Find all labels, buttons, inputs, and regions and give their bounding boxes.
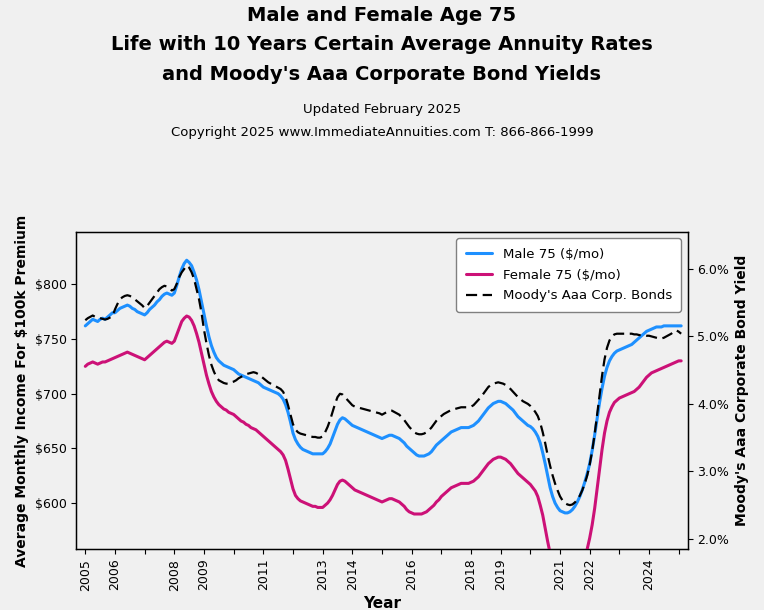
Male 75 ($/mo) — [677, 322, 686, 329]
Line: Male 75 ($/mo): Male 75 ($/mo) — [86, 260, 681, 513]
Female 75 ($/mo) — [560, 580, 569, 587]
Male 75 ($/mo) — [560, 509, 569, 517]
Y-axis label: Average Monthly Income For $100k Premium: Average Monthly Income For $100k Premium — [15, 214, 29, 567]
Male 75 ($/mo) — [392, 434, 401, 441]
Moody's Aaa Corp. Bonds — [400, 417, 409, 424]
Text: Updated February 2025: Updated February 2025 — [303, 102, 461, 116]
Moody's Aaa Corp. Bonds — [81, 317, 90, 324]
Moody's Aaa Corp. Bonds — [182, 262, 191, 269]
Y-axis label: Moody's Aaa Corporate Bond Yield: Moody's Aaa Corporate Bond Yield — [735, 255, 749, 526]
Moody's Aaa Corp. Bonds — [479, 390, 488, 398]
Male 75 ($/mo) — [296, 443, 305, 451]
Moody's Aaa Corp. Bonds — [677, 330, 686, 337]
Female 75 ($/mo) — [479, 467, 488, 474]
Text: Copyright 2025 www.ImmediateAnnuities.com T: 866-866-1999: Copyright 2025 www.ImmediateAnnuities.co… — [170, 126, 594, 139]
Female 75 ($/mo) — [182, 312, 191, 320]
Male 75 ($/mo) — [419, 453, 429, 460]
Moody's Aaa Corp. Bonds — [565, 501, 575, 509]
Female 75 ($/mo) — [400, 503, 409, 510]
Female 75 ($/mo) — [296, 497, 305, 504]
Text: Life with 10 Years Certain Average Annuity Rates: Life with 10 Years Certain Average Annui… — [111, 35, 653, 54]
Male 75 ($/mo) — [479, 411, 488, 418]
Moody's Aaa Corp. Bonds — [296, 430, 305, 437]
Text: Male and Female Age 75: Male and Female Age 75 — [248, 6, 516, 25]
Male 75 ($/mo) — [81, 322, 90, 329]
Male 75 ($/mo) — [400, 439, 409, 447]
Text: and Moody's Aaa Corporate Bond Yields: and Moody's Aaa Corporate Bond Yields — [163, 65, 601, 84]
Male 75 ($/mo) — [182, 257, 191, 264]
Moody's Aaa Corp. Bonds — [419, 430, 429, 437]
Line: Moody's Aaa Corp. Bonds: Moody's Aaa Corp. Bonds — [86, 265, 681, 505]
Female 75 ($/mo) — [81, 363, 90, 370]
Moody's Aaa Corp. Bonds — [392, 410, 401, 417]
Moody's Aaa Corp. Bonds — [101, 316, 110, 323]
Female 75 ($/mo) — [677, 357, 686, 365]
Legend: Male 75 ($/mo), Female 75 ($/mo), Moody's Aaa Corp. Bonds: Male 75 ($/mo), Female 75 ($/mo), Moody'… — [456, 239, 681, 312]
Male 75 ($/mo) — [101, 315, 110, 323]
X-axis label: Year: Year — [363, 596, 401, 610]
Female 75 ($/mo) — [419, 509, 429, 517]
Female 75 ($/mo) — [101, 358, 110, 365]
Line: Female 75 ($/mo): Female 75 ($/mo) — [86, 316, 681, 584]
Female 75 ($/mo) — [392, 497, 401, 504]
